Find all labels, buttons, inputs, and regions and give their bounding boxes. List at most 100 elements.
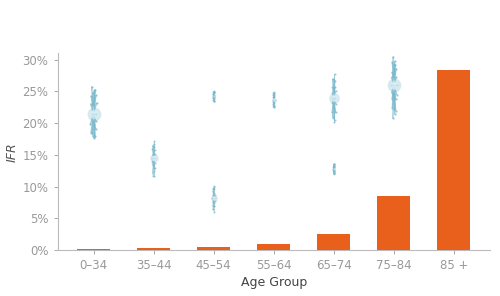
Point [210,196,218,200]
Point [150,156,158,160]
Point [330,166,338,171]
Point [330,168,338,173]
Point [270,91,278,96]
Point [149,143,157,148]
Point [210,90,218,95]
Bar [378,196,410,250]
Point [150,138,158,143]
Point [88,84,96,89]
Point [210,90,218,94]
Point [90,135,98,139]
Point [151,156,159,160]
Point [270,90,278,94]
Point [390,107,398,112]
Point [328,95,336,100]
Point [330,165,338,170]
Point [270,91,278,96]
Point [150,152,158,157]
Point [392,108,400,113]
Point [330,118,338,122]
Point [210,90,218,95]
Point [328,77,336,82]
Point [270,93,278,97]
Point [210,186,218,191]
Point [390,61,398,66]
Point [270,103,278,107]
Point [330,166,338,171]
Point [151,160,159,165]
Point [330,169,338,173]
Point [330,95,338,100]
Point [210,95,218,99]
Point [210,95,218,99]
Point [210,185,218,189]
Point [386,83,394,87]
Point [210,201,218,205]
Point [210,98,218,102]
Point [389,116,397,120]
Point [90,135,98,140]
Point [270,91,278,96]
Point [210,209,218,214]
Point [270,97,278,102]
Point [91,88,99,92]
Point [90,111,98,116]
Point [330,166,338,171]
Point [89,91,97,95]
Text: Infection Fatality Rates (IFR) for COVID-19: Infection Fatality Rates (IFR) for COVID… [96,15,404,30]
Point [330,120,338,124]
Point [270,94,278,98]
Point [330,170,338,175]
Point [89,133,97,138]
Point [330,163,338,168]
Point [210,207,218,212]
Point [269,97,277,102]
Point [210,98,218,103]
Point [209,189,217,194]
Point [392,66,400,71]
Point [330,164,338,169]
Point [210,99,218,103]
Point [330,171,338,176]
Point [86,122,94,127]
Point [269,100,277,104]
Point [210,203,218,208]
Point [88,111,96,116]
Point [392,75,400,80]
Point [330,169,338,174]
Point [270,104,278,109]
Point [332,89,340,94]
Point [210,96,218,100]
Point [150,148,158,152]
Point [92,101,100,105]
Point [328,90,336,95]
Point [92,127,100,132]
Point [210,94,218,98]
X-axis label: Age Group: Age Group [240,276,307,289]
Point [330,95,338,100]
Bar [197,247,230,250]
Point [210,94,218,98]
Point [91,134,99,139]
Point [150,141,158,146]
Point [210,89,218,94]
Point [88,131,96,135]
Point [393,83,401,87]
Point [88,94,96,99]
Point [209,186,217,191]
Point [269,92,277,97]
Point [330,165,338,169]
Point [392,97,400,102]
Point [210,196,218,200]
Point [210,90,218,95]
Point [270,95,278,100]
Y-axis label: IFR: IFR [6,142,18,162]
Point [269,102,277,107]
Point [330,162,338,167]
Point [208,204,216,208]
Point [331,79,339,83]
Point [150,156,158,160]
Point [332,95,340,100]
Bar [257,244,290,250]
Point [270,97,278,102]
